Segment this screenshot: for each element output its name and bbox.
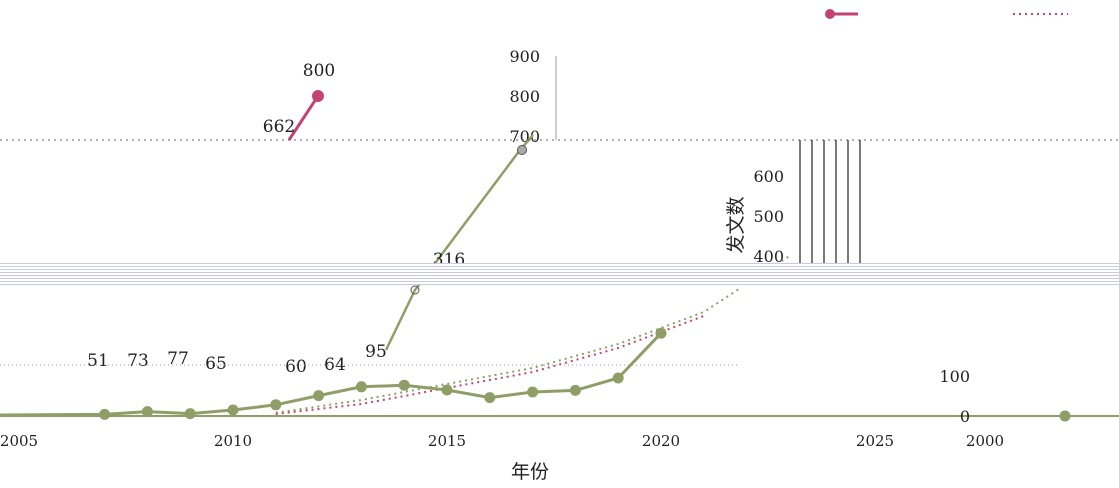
- x-axis-title: 年份: [511, 461, 549, 483]
- data-label: 800: [303, 61, 335, 81]
- data-label: 51: [87, 351, 109, 371]
- data-label: 65: [205, 354, 227, 374]
- series-point: [655, 327, 667, 339]
- data-label: 73: [127, 351, 149, 371]
- trend-line: [275, 315, 705, 415]
- y-tick-label: 800: [509, 87, 540, 106]
- series-point: [569, 384, 581, 396]
- data-label: 64: [324, 355, 346, 375]
- series-point: [355, 381, 367, 393]
- x-tick-label: 2005: [0, 432, 38, 450]
- series-point: [312, 90, 324, 102]
- series-point: [517, 145, 527, 155]
- series-point: [184, 408, 196, 420]
- series-point: [227, 404, 239, 416]
- y-axis-title: 发文数: [725, 196, 747, 253]
- series-point: [99, 408, 111, 420]
- y-tick-label: 0: [960, 407, 970, 426]
- data-label: 662: [263, 117, 295, 137]
- data-label: 95: [365, 342, 387, 362]
- series-point: [612, 372, 624, 384]
- y-tick-label: 900: [509, 47, 540, 66]
- series-point: [1059, 410, 1071, 422]
- data-label: 77: [167, 349, 189, 369]
- x-tick-label: 2015: [428, 432, 466, 450]
- inset-x-tick-label: 2000: [966, 432, 1004, 450]
- x-tick-label: 2010: [214, 432, 252, 450]
- y-tick-label: 600: [753, 167, 784, 186]
- series-point: [313, 390, 325, 402]
- series-line-upper: [384, 134, 534, 351]
- series-point: [410, 285, 420, 295]
- y-tick-label: 700: [509, 127, 540, 146]
- data-label: 60: [285, 357, 307, 377]
- series-point: [141, 406, 153, 418]
- y-tick-label: 500: [753, 207, 784, 226]
- series-point: [270, 399, 282, 411]
- series-line-top: [287, 95, 320, 141]
- render-artifact-gap: [740, 285, 800, 365]
- y-tick-label: 100: [939, 367, 970, 386]
- legend-marker: [825, 9, 835, 19]
- series-point: [527, 386, 539, 398]
- series-point: [484, 392, 496, 404]
- x-tick-label: 2025: [856, 432, 894, 450]
- series-point: [398, 379, 410, 391]
- render-artifact-band: [0, 263, 1119, 285]
- x-tick-label: 2020: [642, 432, 680, 450]
- y-tick-label: 400: [753, 247, 784, 266]
- series-point: [441, 384, 453, 396]
